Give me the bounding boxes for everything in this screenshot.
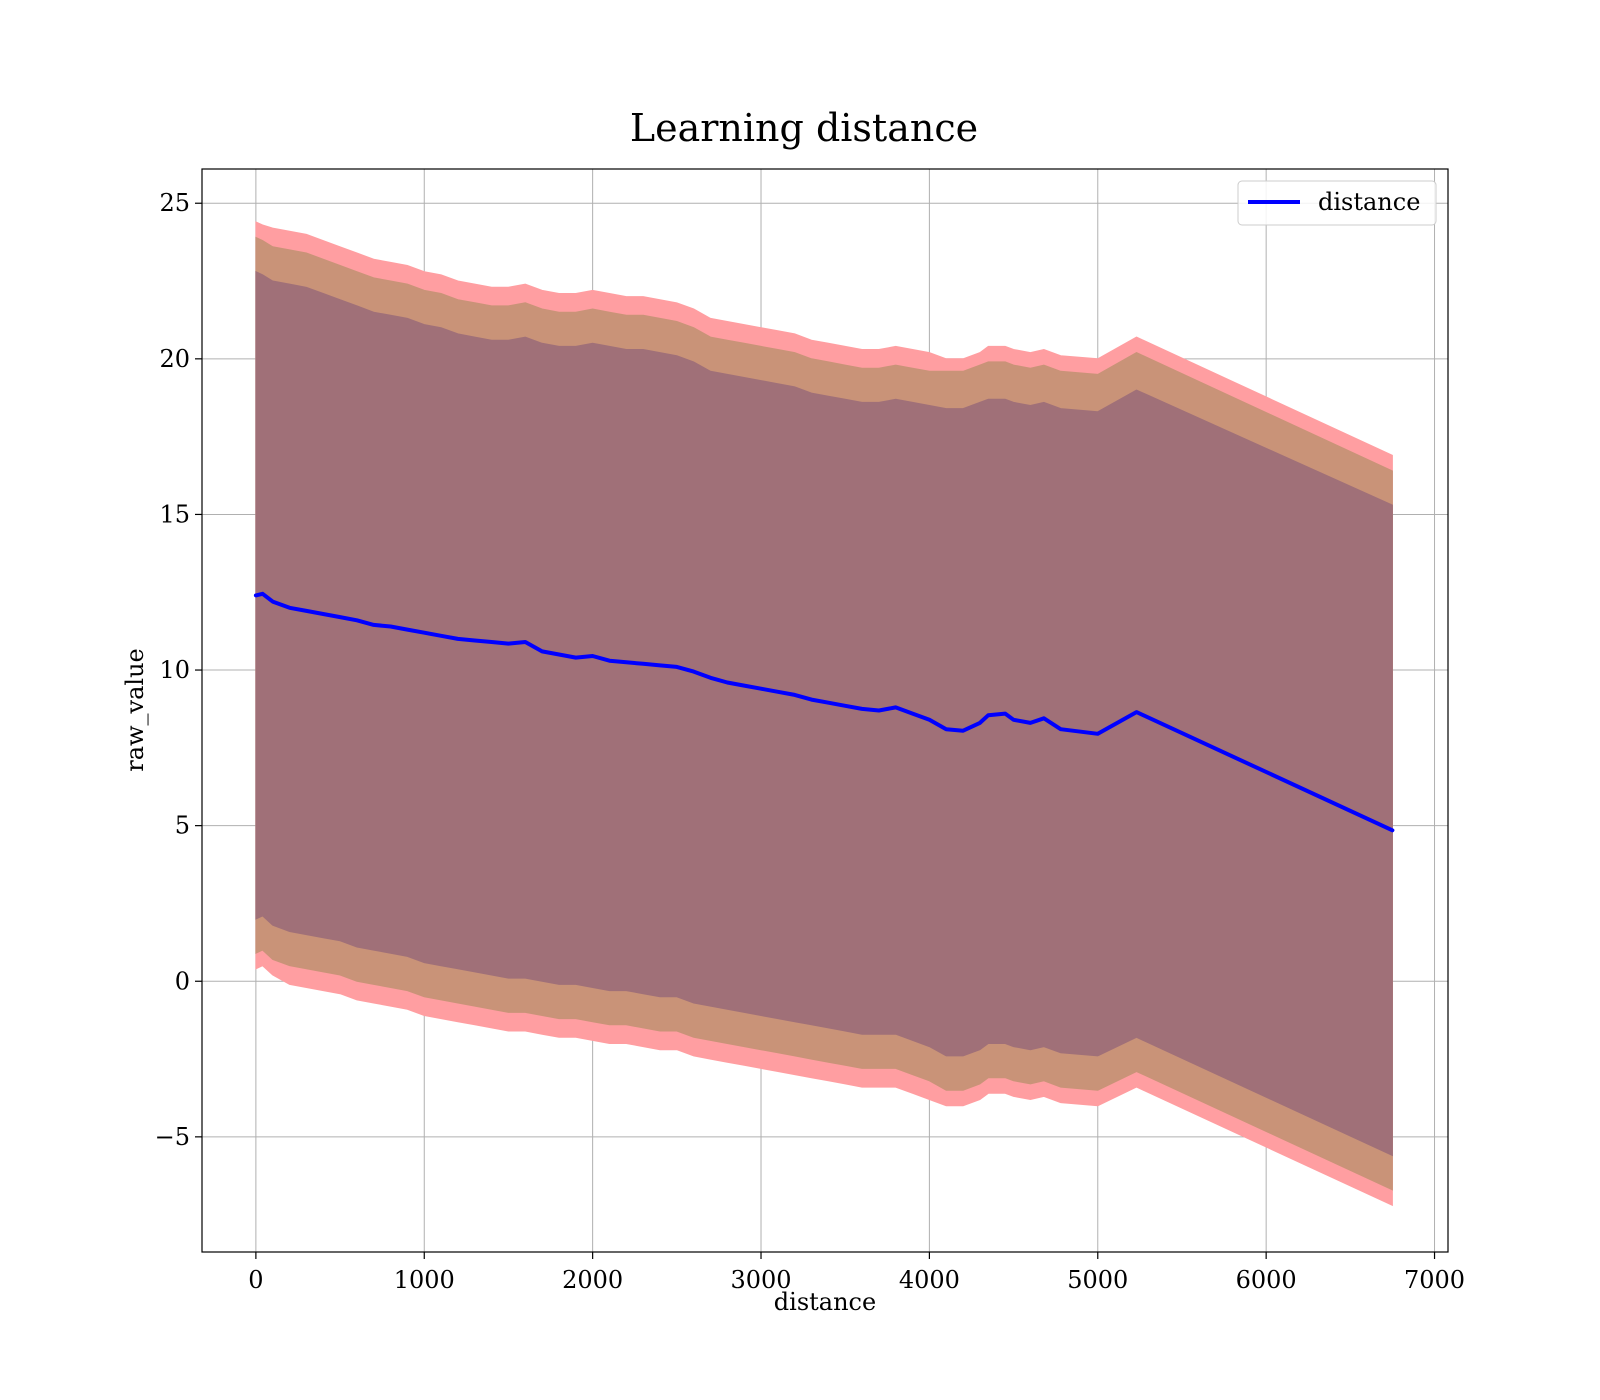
band-inner bbox=[255, 270, 1393, 1157]
x-tick-label: 2000 bbox=[562, 1266, 623, 1294]
y-tick-label: 5 bbox=[175, 812, 190, 840]
series-line-distance bbox=[253, 591, 1395, 833]
series-lines bbox=[253, 591, 1395, 833]
legend-box bbox=[1237, 180, 1437, 226]
plot-frame bbox=[201, 168, 1449, 1253]
y-tick-label: 20 bbox=[159, 345, 190, 373]
x-tick-label: 1000 bbox=[394, 1266, 455, 1294]
x-tick-label: 0 bbox=[248, 1266, 263, 1294]
x-tick-label: 3000 bbox=[730, 1266, 791, 1294]
y-tick-label: 15 bbox=[159, 500, 190, 528]
x-axis-label: distance bbox=[774, 1288, 876, 1316]
x-tick-label: 7000 bbox=[1404, 1266, 1465, 1294]
legend: distance bbox=[1237, 180, 1437, 226]
y-tick-label: 10 bbox=[159, 656, 190, 684]
y-tick-label: 25 bbox=[159, 189, 190, 217]
y-tick-label: −5 bbox=[155, 1123, 190, 1151]
x-tick-label: 6000 bbox=[1236, 1266, 1297, 1294]
y-tick-label: 0 bbox=[175, 967, 190, 995]
y-axis-ticks: −5 0 5 10 15 20 25 bbox=[155, 189, 202, 1151]
x-tick-label: 4000 bbox=[899, 1266, 960, 1294]
y-axis-label: raw_value bbox=[121, 648, 149, 772]
legend-label-distance: distance bbox=[1318, 188, 1420, 216]
confidence-bands bbox=[255, 221, 1393, 1207]
x-tick-label: 5000 bbox=[1067, 1266, 1128, 1294]
chart-title: Learning distance bbox=[630, 106, 978, 150]
x-axis-ticks: 0 1000 2000 3000 4000 5000 6000 7000 bbox=[248, 1252, 1465, 1294]
